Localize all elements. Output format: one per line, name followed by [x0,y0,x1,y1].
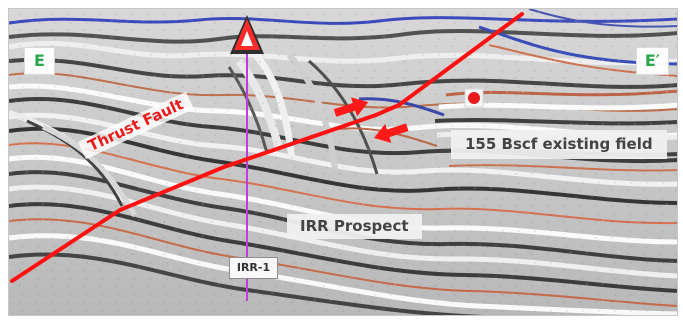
section-start-label: E [24,47,55,75]
well-label: IRR-1 [229,257,278,279]
seismic-section: E E′ Thrust Fault 155 Bscf existing fiel… [8,8,678,316]
field-label: 155 Bscf existing field [451,130,667,159]
thrust-fault-line [10,12,524,283]
triangle-marker-icon [230,15,264,54]
seismic-image [9,9,677,315]
section-end-label: E′ [635,47,669,75]
left-arrow-icon [374,123,409,143]
field-marker-icon [464,88,484,108]
right-arrow-icon [333,97,369,117]
prospect-label: IRR Prospect [287,214,422,239]
